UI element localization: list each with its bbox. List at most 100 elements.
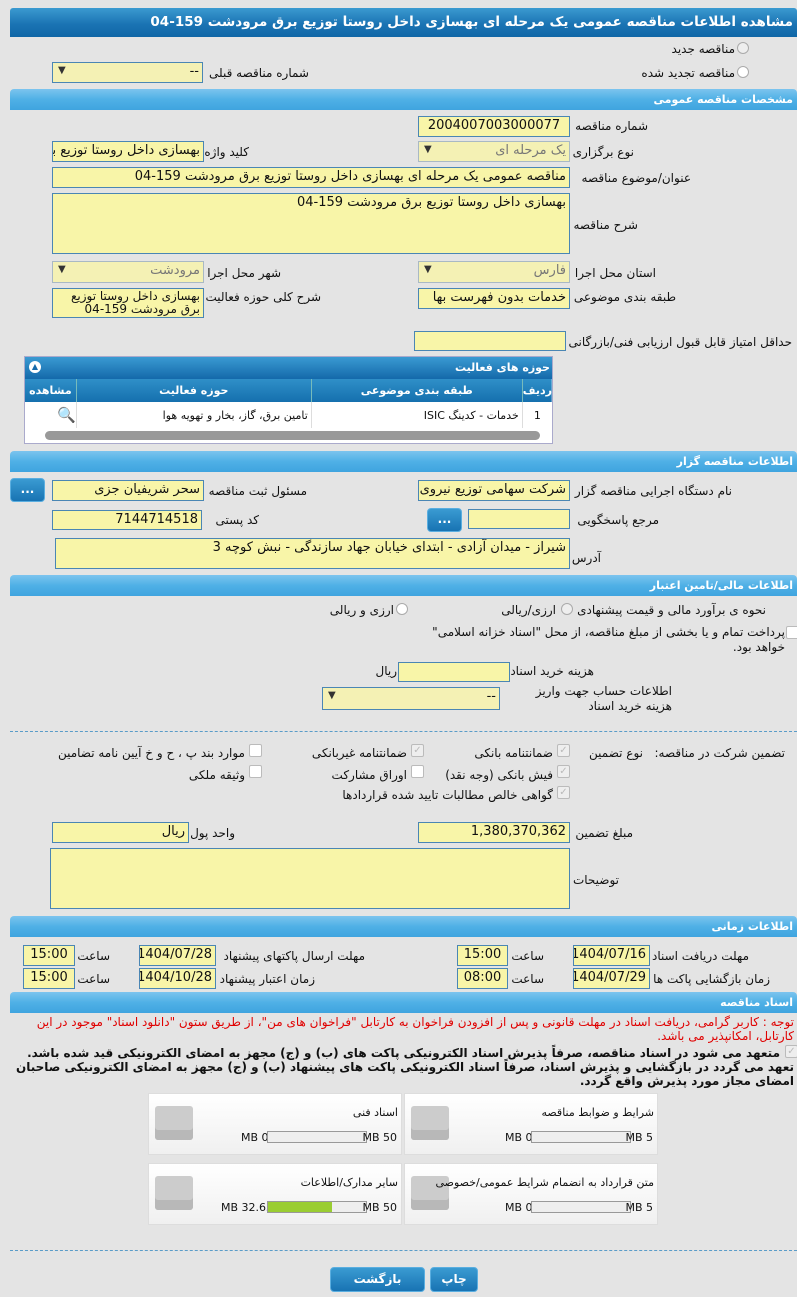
- submit-field[interactable]: 1404/07/28: [139, 945, 216, 966]
- row-category: خدمات - کدینگ ISIC: [310, 402, 523, 428]
- prev-tender-value: --: [189, 64, 199, 79]
- property-label: وثیقه ملکی: [188, 768, 245, 782]
- file-box[interactable]: سایر مدارک/اطلاعات 32.65 MB 50 MB: [148, 1163, 402, 1225]
- bonds-label: اوراق مشارکت: [331, 768, 407, 782]
- treasury-label: پرداخت تمام و یا بخشی از مبلغ مناقصه، از…: [432, 625, 785, 654]
- account-select[interactable]: -- ▼: [322, 687, 500, 710]
- currency-and-rial-label: ارزی و ریالی: [329, 603, 394, 617]
- file-name: اسناد فنی: [352, 1106, 398, 1119]
- new-tender-label: مناقصه جدید: [671, 42, 735, 56]
- valid-field[interactable]: 1404/10/28: [139, 968, 216, 989]
- bank-guarantee-label: ضمانتنامه بانکی: [474, 746, 553, 760]
- clauses-checkbox[interactable]: [249, 744, 262, 757]
- file-progress: [267, 1131, 367, 1143]
- table-row: 1 خدمات - کدینگ ISIC تامین برق، گاز، بخا…: [25, 402, 552, 428]
- treasury-checkbox[interactable]: [786, 626, 797, 639]
- activities-header: حوزه های فعالیت ▲: [25, 357, 552, 379]
- currency-field[interactable]: ریال: [52, 822, 189, 843]
- org-field[interactable]: شرکت سهامی توزیع نیروی: [418, 480, 570, 501]
- divider: [10, 731, 797, 732]
- receivables-label: گواهی خالص مطالبات تایید شده قراردادها: [342, 788, 553, 802]
- cash-checkbox[interactable]: ✓: [557, 765, 570, 778]
- tender-number-label: شماره مناقصه: [575, 119, 648, 133]
- collapse-icon[interactable]: ▲: [29, 361, 41, 373]
- currency-rial-radio[interactable]: [561, 603, 573, 615]
- file-used: 0 MB: [505, 1131, 533, 1144]
- fee-field[interactable]: [398, 662, 510, 682]
- doc-time-field[interactable]: 15:00: [457, 945, 508, 966]
- account-value: --: [486, 689, 496, 704]
- description-field[interactable]: بهسازی داخل روستا توزیع برق مرودشت 159-0…: [52, 193, 570, 254]
- tender-number-field[interactable]: 2004007003000077: [418, 116, 570, 137]
- doc-deadline-field[interactable]: 1404/07/16: [573, 945, 650, 966]
- file-progress: [531, 1201, 631, 1213]
- time-label: ساعت: [511, 949, 544, 963]
- notes-field[interactable]: [50, 848, 570, 909]
- open-time-field[interactable]: 08:00: [457, 968, 508, 989]
- bonds-checkbox[interactable]: [411, 765, 424, 778]
- submit-label: مهلت ارسال پاکتهای پیشنهاد: [223, 949, 365, 963]
- prev-tender-select[interactable]: -- ▼: [52, 62, 203, 83]
- reference-label: مرجع پاسخگویی: [577, 513, 659, 527]
- hold-type-label: نوع برگزاری: [572, 145, 634, 159]
- folder-icon: [155, 1106, 193, 1140]
- responsible-label: مسئول ثبت مناقصه: [208, 484, 307, 498]
- responsible-field[interactable]: سحر شریفیان جزی: [52, 480, 204, 501]
- select-reference-button[interactable]: ...: [427, 508, 462, 532]
- activities-title: حوزه های فعالیت: [455, 361, 550, 374]
- view-details-icon[interactable]: 🔍: [57, 406, 76, 424]
- city-label: شهر محل اجرا: [207, 266, 281, 280]
- file-name: سایر مدارک/اطلاعات: [300, 1176, 398, 1189]
- city-select[interactable]: مرودشت ▼: [52, 261, 204, 283]
- time-label: ساعت: [511, 972, 544, 986]
- category-field[interactable]: خدمات بدون فهرست بها: [418, 288, 570, 309]
- keyword-field[interactable]: بهسازی داخل روستا توزیع برق: [52, 141, 204, 162]
- bank-guarantee-checkbox[interactable]: ✓: [557, 744, 570, 757]
- province-select[interactable]: فارس ▼: [418, 261, 570, 283]
- valid-time-field[interactable]: 15:00: [23, 968, 75, 989]
- file-box[interactable]: متن قرارداد به انضمام شرایط عمومی/خصوصی 0…: [404, 1163, 658, 1225]
- file-box[interactable]: اسناد فنی 0 MB 50 MB: [148, 1093, 402, 1155]
- prev-tender-label: شماره مناقصه قبلی: [209, 66, 309, 80]
- submit-time-field[interactable]: 15:00: [23, 945, 75, 966]
- min-score-field[interactable]: [414, 331, 566, 351]
- col-field: حوزه فعالیت: [75, 379, 312, 402]
- postal-field[interactable]: 7144714518: [52, 510, 202, 530]
- col-index: ردیف: [521, 379, 552, 402]
- address-field[interactable]: شیراز - میدان آزادی - ابتدای خیابان جهاد…: [55, 538, 570, 569]
- chevron-down-icon: ▼: [58, 65, 66, 76]
- fee-unit: ریال: [375, 664, 397, 678]
- file-name: شرایط و ضوابط مناقصه: [541, 1106, 655, 1119]
- currency-and-rial-radio[interactable]: [396, 603, 408, 615]
- amount-field[interactable]: 1,380,370,362: [418, 822, 570, 843]
- city-value: مرودشت: [150, 263, 200, 278]
- folder-icon: [411, 1106, 449, 1140]
- commit-checkbox[interactable]: ✓: [785, 1045, 797, 1058]
- chevron-down-icon: ▼: [424, 144, 432, 155]
- account-label: اطلاعات حساب جهت واریز هزینه خرید اسناد: [535, 684, 672, 713]
- folder-icon: [155, 1176, 193, 1210]
- select-responsible-button[interactable]: ...: [10, 478, 45, 502]
- description-label: شرح مناقصه: [573, 218, 638, 232]
- print-button[interactable]: چاپ: [430, 1267, 478, 1292]
- postal-label: کد پستی: [215, 513, 260, 527]
- new-tender-radio[interactable]: [737, 42, 749, 54]
- activity-desc-label: شرح کلی حوزه فعالیت: [205, 290, 322, 304]
- horizontal-scrollbar[interactable]: [45, 431, 540, 440]
- file-progress: [267, 1201, 367, 1213]
- nonbank-guarantee-checkbox[interactable]: ✓: [411, 744, 424, 757]
- back-button[interactable]: بازگشت: [330, 1267, 425, 1292]
- receivables-checkbox[interactable]: ✓: [557, 786, 570, 799]
- folder-icon: [411, 1176, 449, 1210]
- section-timing: اطلاعات زمانی: [10, 916, 797, 937]
- clauses-label: موارد بند پ ، ح و خ آیین نامه تضامین: [57, 746, 245, 760]
- hold-type-select[interactable]: یک مرحله ای ▼: [418, 141, 570, 162]
- property-checkbox[interactable]: [249, 765, 262, 778]
- reference-field[interactable]: [468, 509, 570, 529]
- open-field[interactable]: 1404/07/29: [573, 968, 650, 989]
- doc-deadline-label: مهلت دریافت اسناد: [651, 949, 749, 963]
- activity-desc-field[interactable]: بهسازی داخل روستا توزیع برق مرودشت 159-0…: [52, 288, 204, 318]
- subject-field[interactable]: مناقصه عمومی یک مرحله ای بهسازی داخل روس…: [52, 167, 570, 188]
- file-box[interactable]: شرایط و ضوابط مناقصه 0 MB 5 MB: [404, 1093, 658, 1155]
- renewed-tender-radio[interactable]: [737, 66, 749, 78]
